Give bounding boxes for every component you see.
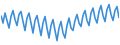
chart-container xyxy=(0,0,120,45)
series-line xyxy=(1,5,119,41)
chart-svg xyxy=(0,0,120,45)
plot-area xyxy=(1,5,119,41)
